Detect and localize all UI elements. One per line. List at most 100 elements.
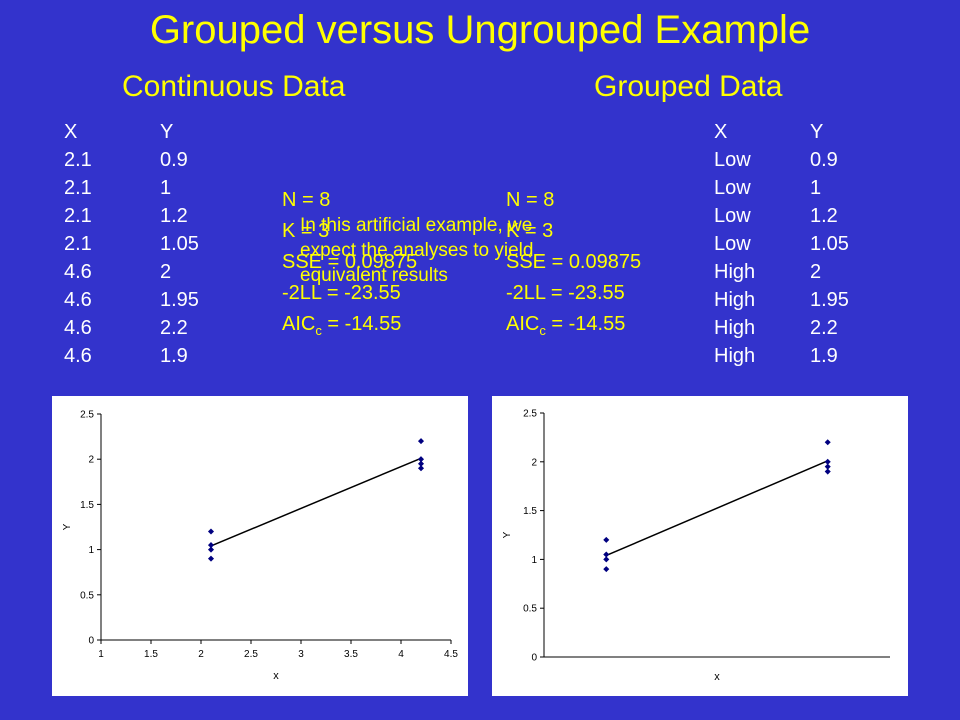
y-tick-label: 0 xyxy=(88,636,94,647)
y-axis-label: Y xyxy=(502,531,513,538)
table-row: High 1.9 xyxy=(714,342,849,370)
cell-x: 4.6 xyxy=(64,289,92,311)
y-axis-label: Y xyxy=(62,523,73,530)
cell-x: 2.1 xyxy=(64,233,92,255)
cell-y: 1 xyxy=(810,177,822,199)
cell-y: 1.2 xyxy=(810,205,838,227)
y-tick-label: 1.5 xyxy=(80,500,94,511)
x-axis-label: x xyxy=(714,671,720,683)
table-row: High 1.95 xyxy=(714,286,849,314)
cell-x: Low xyxy=(714,233,751,255)
slide-title: Grouped versus Ungrouped Example xyxy=(149,8,811,52)
grouped-data-table: X Y Low 0.9 Low 1 Low 1.2 Low 1.05 High 2 High 1.95… xyxy=(714,118,849,370)
table-row: Low 1.05 xyxy=(714,230,849,258)
annotation-line-1: In this artificial example, we xyxy=(300,215,533,236)
data-point xyxy=(417,465,425,472)
cell-y: 1.9 xyxy=(810,345,838,367)
cell-x: 2.1 xyxy=(64,205,92,227)
table-row: Low 1 xyxy=(714,174,849,202)
cell-x: High xyxy=(714,261,756,283)
table-row: 2.1 1.2 xyxy=(64,202,199,230)
continuous-scatter-plot: 0 0.5 1 1.5 2 2.5 1 1.5 2 2.5 3 3.5 4 4.5 x Y xyxy=(62,410,458,683)
y-tick-label: 2.5 xyxy=(523,409,537,420)
sse-label: SSE = 0.09875 xyxy=(506,251,642,273)
grouped-scatter-plot: 0 0.5 1 1.5 2 2.5 x Y xyxy=(502,409,890,683)
cell-y: 1.05 xyxy=(810,233,849,255)
x-tick-label: 2.5 xyxy=(244,649,258,660)
cell-y: 1 xyxy=(160,177,172,199)
cell-x: High xyxy=(714,345,756,367)
cell-y: 2 xyxy=(160,261,172,283)
x-tick-label: 2 xyxy=(198,649,204,660)
data-point xyxy=(207,528,215,535)
column-header-y: Y xyxy=(160,121,174,143)
cell-x: High xyxy=(714,289,756,311)
log-likelihood-label: -2LL = -23.55 xyxy=(282,282,401,304)
cell-x: 2.1 xyxy=(64,177,92,199)
y-tick-label: 0.5 xyxy=(523,604,537,615)
table-row: Low 1.2 xyxy=(714,202,849,230)
data-point xyxy=(603,556,610,563)
data-point xyxy=(824,463,831,470)
y-tick-label: 1.5 xyxy=(523,506,537,517)
data-point xyxy=(824,458,831,465)
x-axis-label: x xyxy=(273,670,279,682)
data-point xyxy=(207,555,215,562)
table-row: 4.6 2 xyxy=(64,258,199,286)
y-tick-label: 1 xyxy=(531,555,537,566)
cell-y: 1.05 xyxy=(160,233,199,255)
cell-x: 4.6 xyxy=(64,345,92,367)
cell-y: 0.9 xyxy=(160,149,188,171)
table-row: 4.6 2.2 xyxy=(64,314,199,342)
data-point xyxy=(824,468,831,475)
table-row: 4.6 1.9 xyxy=(64,342,199,370)
x-tick-label: 3 xyxy=(298,649,304,660)
column-header-x: X xyxy=(64,121,78,143)
y-tick-label: 0 xyxy=(531,653,537,664)
grouped-data-heading: Grouped Data xyxy=(594,70,783,103)
cell-x: Low xyxy=(714,205,751,227)
cell-x: Low xyxy=(714,177,751,199)
table-header-row: X Y xyxy=(714,118,849,146)
y-tick-label: 1 xyxy=(88,545,94,556)
table-row: 2.1 1 xyxy=(64,174,199,202)
y-tick-label: 2 xyxy=(88,455,94,466)
sample-size-label: N = 8 xyxy=(506,189,555,211)
continuous-fit-statistics: N = 8 K = 3 SSE = 0.09875 -2LL = -23.55 … xyxy=(282,185,417,346)
cell-y: 2 xyxy=(810,261,822,283)
data-point xyxy=(824,439,831,446)
cell-y: 0.9 xyxy=(810,149,838,171)
table-row: High 2.2 xyxy=(714,314,849,342)
y-tick-label: 2 xyxy=(531,457,537,468)
parameter-count-label: K = 3 xyxy=(282,220,330,242)
table-row: High 2 xyxy=(714,258,849,286)
continuous-data-table: X Y 2.1 0.9 2.1 1 2.1 1.2 2.1 1.05 4.6 2 4.6 1.95 4.… xyxy=(64,118,199,370)
sse-label: SSE = 0.09875 xyxy=(282,251,418,273)
cell-y: 1.95 xyxy=(160,289,199,311)
aicc-label: AICc = -14.55 xyxy=(282,313,402,338)
regression-line xyxy=(605,460,829,557)
data-point xyxy=(603,566,610,573)
y-tick-label: 2.5 xyxy=(80,410,94,421)
table-row: 4.6 1.95 xyxy=(64,286,199,314)
continuous-data-heading: Continuous Data xyxy=(122,70,346,103)
table-row: 2.1 1.05 xyxy=(64,230,199,258)
overlapping-annotation: In this artificial example, we expect th… xyxy=(300,213,610,288)
table-header-row: X Y xyxy=(64,118,199,146)
data-point xyxy=(417,438,425,445)
annotation-line-3: equivalent results xyxy=(300,265,448,286)
x-tick-label: 3.5 xyxy=(344,649,358,660)
cell-x: 4.6 xyxy=(64,317,92,339)
parameter-count-label: K = 3 xyxy=(506,220,554,242)
annotation-line-2: expect the analyses to yield xyxy=(300,240,534,261)
log-likelihood-label: -2LL = -23.55 xyxy=(506,282,625,304)
cell-x: Low xyxy=(714,149,751,171)
cell-y: 1.95 xyxy=(810,289,849,311)
column-header-x: X xyxy=(714,121,728,143)
continuous-scatter-chart: 0 0.5 1 1.5 2 2.5 1 1.5 2 2.5 3 3.5 4 4.5 x Y xyxy=(52,396,468,696)
cell-x: 2.1 xyxy=(64,149,92,171)
grouped-fit-statistics: N = 8 K = 3 SSE = 0.09875 -2LL = -23.55 … xyxy=(506,185,641,346)
table-row: Low 0.9 xyxy=(714,146,849,174)
cell-y: 1.2 xyxy=(160,205,188,227)
x-tick-label: 4 xyxy=(398,649,404,660)
